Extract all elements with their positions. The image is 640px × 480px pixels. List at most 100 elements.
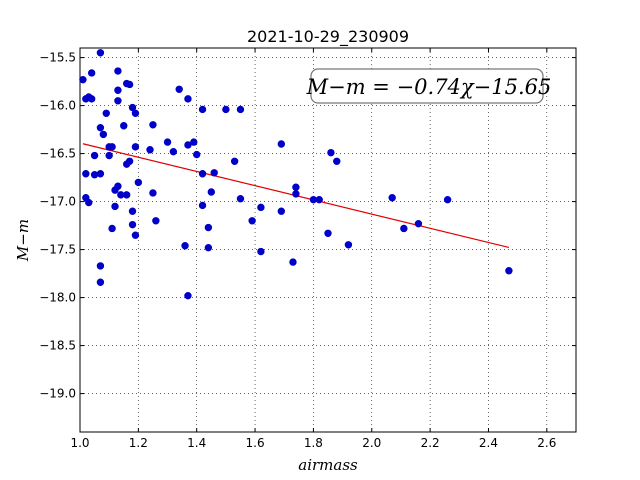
plot-frame [79, 47, 577, 433]
data-point [289, 258, 297, 266]
data-point [105, 151, 113, 160]
data-point [248, 217, 256, 225]
data-point [125, 80, 134, 89]
y-tick-label: −17.5 [39, 243, 76, 257]
data-point [122, 191, 131, 199]
data-point [257, 203, 265, 212]
data-point [236, 195, 245, 203]
data-point [204, 243, 213, 252]
data-point [400, 224, 408, 233]
x-tick-label: 2.2 [421, 436, 440, 450]
data-point [315, 195, 323, 204]
data-point [181, 242, 189, 250]
data-point [146, 146, 154, 154]
data-point [96, 123, 105, 132]
data-point [114, 97, 122, 105]
data-point [210, 169, 218, 177]
data-point [230, 157, 239, 165]
fit-equation-box [310, 68, 544, 104]
data-point [505, 267, 513, 275]
data-point [198, 201, 207, 210]
data-point [99, 130, 108, 139]
data-point [184, 291, 192, 300]
x-tick-label: 1.6 [246, 436, 265, 450]
data-point [204, 223, 213, 232]
x-tick-label: 1.4 [187, 436, 206, 450]
data-point [388, 194, 396, 202]
data-point [128, 220, 137, 229]
data-point [292, 183, 300, 191]
data-point [152, 217, 160, 225]
chart-title: 2021-10-29_230909 [247, 27, 409, 47]
data-point [90, 171, 99, 179]
data-point [333, 157, 341, 165]
data-point [131, 109, 140, 117]
data-point [277, 207, 286, 215]
data-point [96, 170, 105, 178]
data-point [443, 195, 452, 204]
data-point [236, 105, 245, 114]
x-tick-label: 1.0 [70, 436, 89, 450]
data-point [414, 219, 423, 228]
data-point [198, 170, 207, 178]
data-point [169, 147, 178, 156]
y-axis-label: M−m [14, 219, 32, 262]
data-point [134, 178, 143, 187]
y-tick-label: −16.5 [39, 147, 76, 161]
data-point [198, 105, 207, 114]
data-point [257, 247, 265, 256]
x-tick-label: 2.0 [362, 436, 381, 450]
data-point [96, 49, 105, 57]
data-point [128, 207, 137, 215]
x-tick-label: 1.8 [304, 436, 323, 450]
data-point [149, 189, 157, 197]
data-point [96, 262, 105, 270]
data-point [131, 231, 140, 239]
data-point [82, 170, 90, 178]
data-point [277, 140, 286, 148]
data-point [344, 241, 353, 249]
data-point [184, 95, 192, 103]
data-point [184, 141, 192, 149]
data-point [128, 103, 137, 112]
y-tick-label: −17.0 [39, 195, 76, 209]
data-point [108, 224, 116, 233]
y-tick-label: −15.5 [39, 51, 76, 65]
data-point [222, 105, 230, 114]
y-tick-label: −18.5 [39, 339, 76, 353]
data-point [114, 182, 122, 190]
x-axis-label: airmass [298, 456, 358, 474]
data-point [114, 86, 122, 94]
y-tick-label: −16.0 [39, 99, 76, 113]
data-point [102, 109, 110, 117]
data-point [327, 148, 335, 157]
data-point [79, 75, 87, 84]
data-point [163, 138, 172, 146]
data-point [111, 202, 119, 211]
data-point [193, 150, 201, 159]
x-tick-label: 2.4 [479, 436, 498, 450]
data-point [131, 143, 140, 151]
x-tick-label: 1.2 [129, 436, 148, 450]
data-point [96, 278, 105, 286]
data-point [125, 157, 134, 165]
x-tick-label: 2.6 [537, 436, 556, 450]
data-point [175, 85, 183, 93]
data-point [85, 198, 93, 207]
data-point [108, 143, 116, 151]
data-point [207, 188, 215, 196]
data-point [292, 190, 300, 198]
fit-equation-label: M−m = −0.74χ−15.65 [306, 75, 552, 99]
y-tick-label: −19.0 [39, 387, 76, 401]
y-tick-label: −18.0 [39, 291, 76, 305]
data-point [87, 95, 96, 103]
plot-area: 1.0 1.2 1.4 1.6 1.8 2.0 2.2 2.4 2.6 −15.5 −16.0 −16… [39, 47, 577, 450]
data-point [90, 151, 99, 160]
data-point [114, 67, 122, 75]
data-point [87, 69, 96, 77]
data-point [149, 121, 157, 129]
data-point [120, 122, 128, 130]
data-point [190, 138, 198, 146]
data-point [324, 229, 332, 237]
